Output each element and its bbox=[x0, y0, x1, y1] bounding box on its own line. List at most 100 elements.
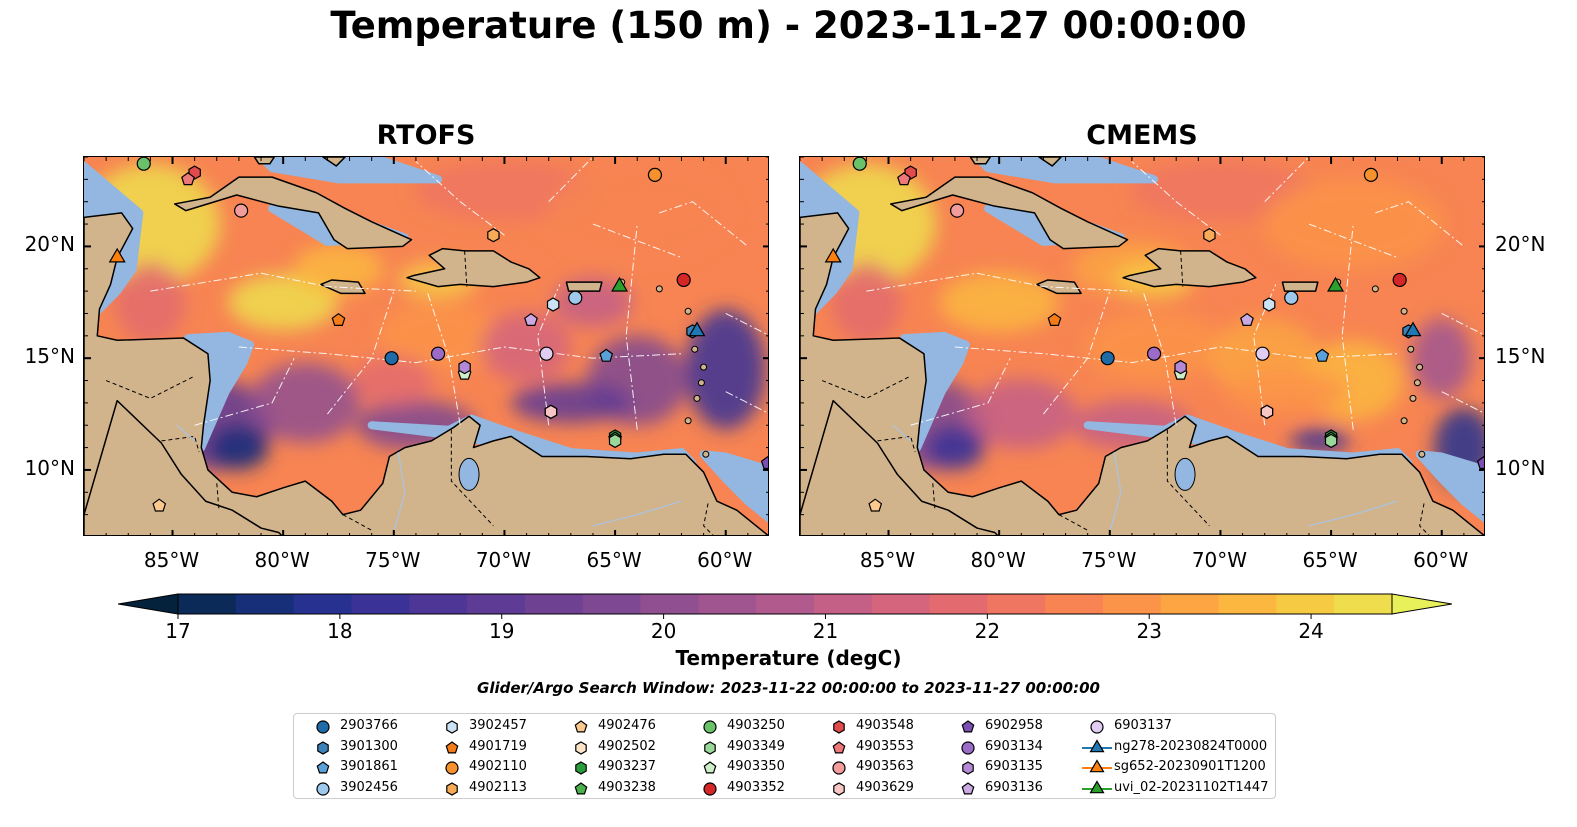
colorbar: 17 18 19 20 21 22 23 24 bbox=[118, 593, 1452, 643]
colorbar-band bbox=[1276, 594, 1335, 614]
legend-label: uvi_02-20231102T1447 bbox=[1114, 779, 1269, 795]
obs-marker-3902457 bbox=[1262, 297, 1276, 312]
obs-marker-4903352 bbox=[1392, 272, 1407, 288]
legend-marker bbox=[316, 781, 330, 796]
legend-label: 4902110 bbox=[469, 759, 527, 774]
colorbar-tick-label: 19 bbox=[489, 619, 514, 643]
obs-marker-2903766 bbox=[1100, 351, 1115, 366]
x-tick-label: 75°W bbox=[1081, 548, 1137, 572]
obs-marker-4903553 bbox=[897, 172, 911, 186]
legend-marker bbox=[316, 720, 330, 734]
colorbar-band bbox=[871, 594, 931, 614]
x-tick-label: 80°W bbox=[254, 548, 310, 572]
colorbar-extend-max bbox=[1391, 593, 1452, 615]
x-tick-label: 70°W bbox=[1191, 548, 1248, 572]
colorbar-band bbox=[756, 594, 815, 614]
y-tick-label: 20°N bbox=[24, 232, 75, 257]
legend-label: 3902456 bbox=[340, 779, 398, 795]
obs-marker-sg652-20230901T1200 bbox=[824, 247, 842, 263]
legend-label: 4903350 bbox=[727, 759, 785, 774]
obs-marker-4903352 bbox=[676, 272, 691, 288]
legend-marker bbox=[575, 761, 587, 775]
legend-label: 4903352 bbox=[727, 779, 785, 795]
legend-label: 3901300 bbox=[340, 738, 398, 754]
x-tick-label: 70°W bbox=[475, 548, 532, 572]
legend-marker bbox=[832, 761, 846, 775]
obs-marker-4902110 bbox=[1363, 167, 1379, 182]
colorbar-extend-min bbox=[118, 593, 179, 615]
legend-marker bbox=[704, 740, 716, 755]
legend-label: 2903766 bbox=[340, 718, 398, 733]
colorbar-tick-label: 24 bbox=[1298, 619, 1323, 643]
obs-marker-ng278-20230824T0000 bbox=[1404, 321, 1422, 337]
colorbar-band bbox=[582, 594, 641, 614]
obs-marker-4902476 bbox=[868, 498, 883, 512]
search-window-note: Glider/Argo Search Window: 2023-11-22 00… bbox=[477, 679, 1100, 697]
legend-label: 4902502 bbox=[598, 738, 656, 754]
colorbar-band bbox=[293, 594, 352, 614]
obs-marker-4903553 bbox=[181, 172, 195, 186]
obs-marker-4903629 bbox=[544, 404, 558, 419]
obs-marker-sg652-20230901T1200 bbox=[108, 247, 126, 263]
legend-label: 3901861 bbox=[340, 759, 398, 774]
obs-marker-4902476 bbox=[152, 498, 167, 512]
obs-marker-4903250 bbox=[852, 157, 867, 171]
obs-marker-4902113 bbox=[487, 228, 500, 243]
obs-marker-6903135 bbox=[1174, 359, 1187, 375]
obs-marker-4901719 bbox=[331, 312, 346, 326]
legend-label: 6902958 bbox=[985, 718, 1043, 733]
colorbar-band bbox=[409, 594, 468, 614]
obs-marker-6903134 bbox=[430, 346, 446, 361]
x-tick-label: 75°W bbox=[365, 548, 421, 572]
legend-marker bbox=[833, 720, 845, 734]
legend-label: 4903349 bbox=[727, 738, 785, 754]
legend-marker bbox=[961, 740, 975, 755]
obs-marker-4903349 bbox=[608, 433, 622, 449]
obs-marker-ng278-20230824T0000 bbox=[688, 321, 706, 337]
obs-marker-uvi_02-20231102T1447 bbox=[611, 276, 629, 292]
legend-label: 4903237 bbox=[598, 759, 656, 774]
obs-marker-3901861 bbox=[599, 348, 614, 362]
legend-marker bbox=[961, 720, 975, 733]
colorbar-band bbox=[640, 594, 699, 614]
legend-marker bbox=[1089, 759, 1105, 773]
colorbar-band bbox=[813, 594, 873, 614]
legend-label: 4903548 bbox=[856, 718, 914, 733]
legend-label: 4903250 bbox=[727, 718, 785, 733]
legend: 2903766 3901300 3901861 3902456 3902457 49017… bbox=[293, 713, 1276, 799]
legend-label: 4903553 bbox=[856, 738, 914, 754]
y-tick-label: 10°N bbox=[24, 455, 75, 480]
obs-marker-4903349 bbox=[1324, 433, 1338, 449]
obs-marker-4903563 bbox=[234, 203, 249, 218]
colorbar-band bbox=[178, 594, 237, 614]
colorbar-band bbox=[467, 594, 526, 614]
obs-marker-3901861 bbox=[1315, 348, 1330, 362]
colorbar-band bbox=[1045, 594, 1104, 614]
legend-label: 4901719 bbox=[469, 738, 527, 754]
y-tick-label: 10°N bbox=[1495, 455, 1546, 480]
obs-marker-4902113 bbox=[1203, 228, 1216, 243]
x-tick-label: 60°W bbox=[1413, 548, 1469, 572]
legend-label: ng278-20230824T0000 bbox=[1114, 738, 1268, 754]
legend-marker bbox=[703, 720, 717, 734]
legend-label: 6903134 bbox=[985, 738, 1043, 754]
legend-marker bbox=[574, 720, 588, 733]
legend-marker bbox=[574, 781, 588, 794]
obs-marker-6902958 bbox=[1476, 455, 1484, 470]
x-tick-label: 60°W bbox=[697, 548, 753, 572]
legend-marker bbox=[961, 781, 975, 794]
x-tick-label: 80°W bbox=[970, 548, 1026, 572]
obs-marker-3902457 bbox=[546, 297, 560, 312]
panel-title-cmems: CMEMS bbox=[1086, 120, 1198, 151]
obs-marker-4903629 bbox=[1260, 404, 1274, 419]
colorbar-band bbox=[524, 594, 584, 614]
obs-marker-6902958 bbox=[760, 455, 768, 470]
legend-marker bbox=[832, 740, 846, 753]
legend-marker bbox=[445, 761, 459, 775]
legend-marker bbox=[575, 740, 587, 755]
obs-marker-uvi_02-20231102T1447 bbox=[1327, 276, 1345, 292]
x-tick-label: 65°W bbox=[1302, 548, 1358, 572]
colorbar-tick-label: 23 bbox=[1136, 619, 1161, 643]
colorbar-band bbox=[1334, 594, 1393, 614]
colorbar-band bbox=[1160, 594, 1220, 614]
